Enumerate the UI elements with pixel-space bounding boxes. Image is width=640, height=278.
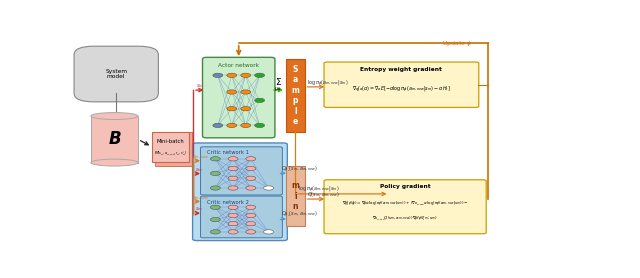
Text: $M_{(s_m,a_{m,new},r_m,s_m^{\prime})}$: $M_{(s_m,a_{m,new},r_m,s_m^{\prime})}$	[154, 149, 187, 158]
Ellipse shape	[91, 159, 138, 166]
Text: $a_{m,new}$: $a_{m,new}$	[192, 154, 209, 161]
Text: $s_m$: $s_m$	[196, 82, 204, 90]
Text: $\log\pi_\phi(a_{m,new}|s_m)$: $\log\pi_\phi(a_{m,new}|s_m)$	[298, 184, 340, 194]
Ellipse shape	[91, 113, 138, 120]
FancyBboxPatch shape	[200, 147, 282, 195]
Circle shape	[264, 186, 273, 190]
Text: $\mu_\phi$: $\mu_\phi$	[275, 86, 282, 95]
Circle shape	[246, 186, 256, 190]
Text: $Q_{\phi_1}(s_m,a_{m,new})$: $Q_{\phi_1}(s_m,a_{m,new})$	[282, 164, 318, 175]
Circle shape	[246, 167, 256, 171]
Circle shape	[227, 73, 237, 78]
Circle shape	[264, 230, 273, 234]
Circle shape	[227, 123, 237, 128]
Circle shape	[228, 213, 238, 218]
Circle shape	[241, 73, 251, 78]
Bar	[152, 132, 189, 162]
Text: $\nabla_{a_{m,new}}Q(s_m,a_{m,new}))\nabla_\phi f_\phi(\xi_m;s_m)$: $\nabla_{a_{m,new}}Q(s_m,a_{m,new}))\nab…	[372, 214, 438, 222]
Text: System
model: System model	[105, 69, 127, 80]
Circle shape	[246, 205, 256, 209]
FancyBboxPatch shape	[74, 46, 158, 102]
Circle shape	[246, 213, 256, 218]
Text: $s_m$: $s_m$	[195, 166, 203, 174]
Circle shape	[211, 186, 220, 190]
Circle shape	[246, 176, 256, 180]
Circle shape	[255, 73, 264, 78]
Text: $Q(s_m,a_{m,new})$: $Q(s_m,a_{m,new})$	[307, 191, 340, 200]
Text: Mini-batch: Mini-batch	[157, 139, 184, 144]
Text: $\nabla_\alpha J_\alpha(\alpha)=\nabla_\alpha E[-\alpha\log\pi_\phi(a_{m,new}|s_: $\nabla_\alpha J_\alpha(\alpha)=\nabla_\…	[352, 84, 451, 94]
Text: Policy gradient: Policy gradient	[380, 184, 431, 189]
Text: Actor network: Actor network	[218, 63, 259, 68]
Text: $\nabla_\phi J_\phi(\phi)=\nabla_\phi\alpha\log(\pi_\phi(a_{m,new}|s_m))+(\nabla: $\nabla_\phi J_\phi(\phi)=\nabla_\phi\al…	[342, 199, 468, 208]
Text: Critic network 2: Critic network 2	[207, 200, 249, 205]
Circle shape	[255, 123, 264, 128]
Circle shape	[241, 123, 251, 128]
Text: $Q_{\phi_2}(s_m,a_{m,new})$: $Q_{\phi_2}(s_m,a_{m,new})$	[282, 210, 318, 220]
Text: S
a
m
p
l
e: S a m p l e	[291, 65, 300, 126]
Circle shape	[255, 98, 264, 103]
Text: Update $\phi$: Update $\phi$	[442, 39, 472, 48]
Circle shape	[227, 90, 237, 94]
Bar	[91, 116, 138, 163]
Bar	[286, 59, 305, 132]
FancyBboxPatch shape	[202, 57, 275, 138]
Text: Entropy weight gradient: Entropy weight gradient	[360, 66, 442, 71]
FancyBboxPatch shape	[324, 62, 479, 107]
FancyBboxPatch shape	[324, 180, 486, 234]
Circle shape	[227, 106, 237, 111]
Circle shape	[228, 230, 238, 234]
Bar	[155, 132, 192, 166]
Text: $a_{m,new}$: $a_{m,new}$	[192, 194, 209, 202]
FancyBboxPatch shape	[193, 143, 287, 240]
Circle shape	[228, 222, 238, 226]
Text: $\Sigma$: $\Sigma$	[275, 76, 282, 87]
Circle shape	[246, 230, 256, 234]
Text: Critic network 1: Critic network 1	[207, 150, 249, 155]
Circle shape	[211, 171, 220, 175]
Bar	[286, 166, 305, 226]
Circle shape	[228, 186, 238, 190]
Circle shape	[211, 157, 220, 161]
Text: m
i
n: m i n	[291, 181, 300, 211]
FancyBboxPatch shape	[200, 196, 282, 238]
Circle shape	[211, 217, 220, 222]
Circle shape	[246, 157, 256, 161]
Text: $s_m$: $s_m$	[195, 205, 203, 213]
Circle shape	[241, 90, 251, 94]
Text: $\log\pi_\phi(a_{m,new}|s_m)$: $\log\pi_\phi(a_{m,new}|s_m)$	[307, 78, 349, 88]
Circle shape	[246, 222, 256, 226]
Circle shape	[241, 106, 251, 111]
Circle shape	[213, 73, 223, 78]
Circle shape	[211, 230, 220, 234]
Circle shape	[228, 167, 238, 171]
Circle shape	[228, 205, 238, 209]
Text: B: B	[108, 130, 121, 148]
Circle shape	[211, 205, 220, 209]
Circle shape	[228, 157, 238, 161]
Circle shape	[213, 123, 223, 128]
Circle shape	[228, 176, 238, 180]
